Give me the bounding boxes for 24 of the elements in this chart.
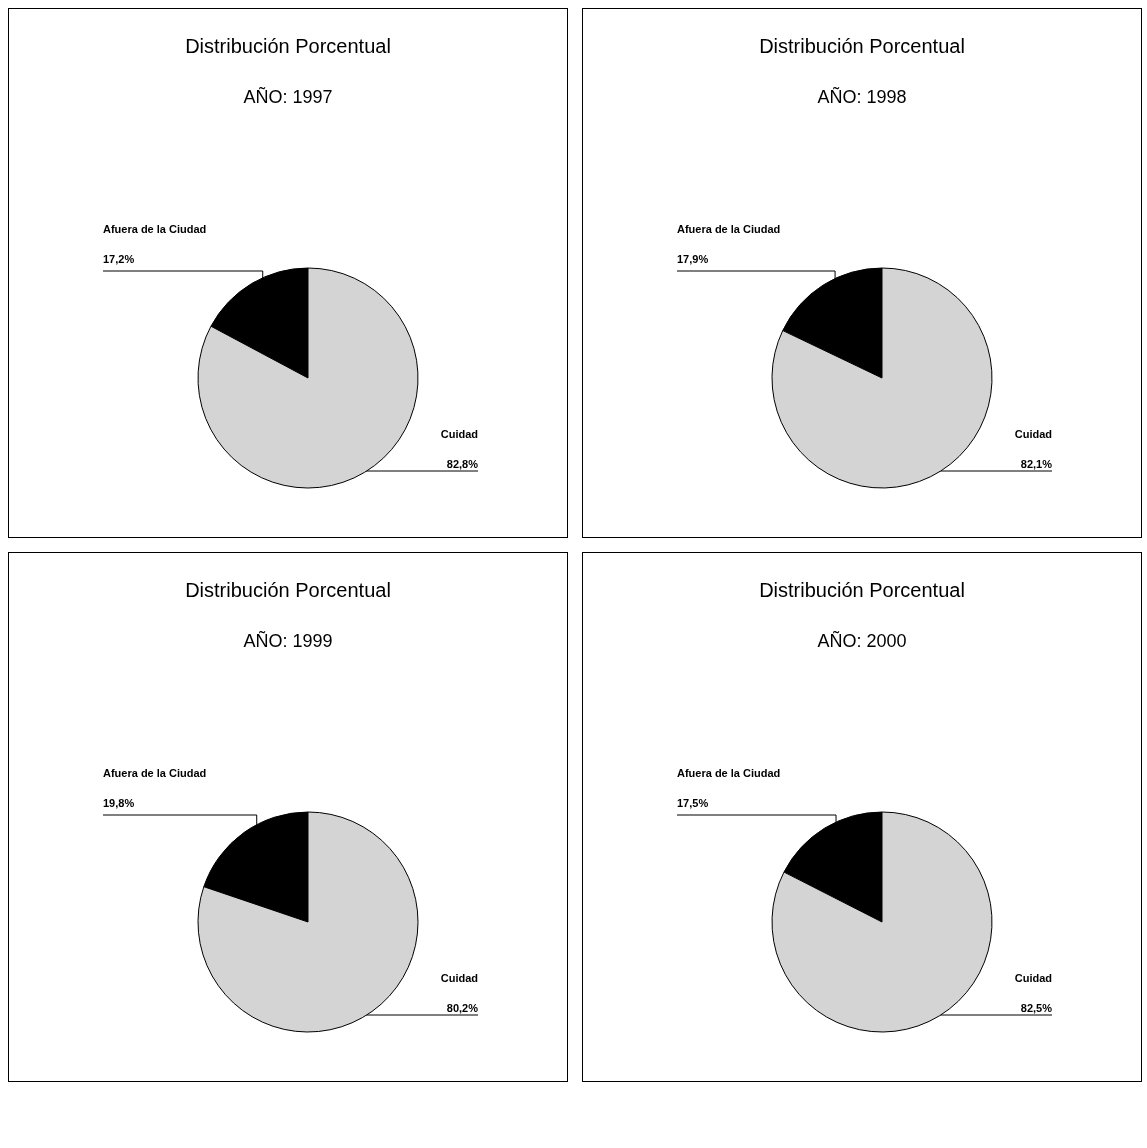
data-label: 19,8% [103,797,135,809]
chart-subtitle: AÑO: 2000 [817,630,907,651]
chart-subtitle: AÑO: 1998 [817,86,907,107]
chart-title: Distribución Porcentual [759,579,965,601]
slice-label: Afuera de la Ciudad [677,767,781,779]
chart-subtitle: AÑO: 1997 [243,86,333,107]
slice-label: Afuera de la Ciudad [103,767,207,779]
slice-label: Cuidad [1014,428,1052,440]
slice-label: Cuidad [1014,972,1052,984]
chart-subtitle: AÑO: 1999 [243,630,333,651]
chart-title: Distribución Porcentual [759,35,965,57]
data-label: 17,9% [677,253,709,265]
data-label: 82,5% [1020,1002,1053,1014]
slice-label: Afuera de la Ciudad [677,223,781,235]
data-label: 17,5% [677,797,709,809]
slice-label: Cuidad [440,428,478,440]
slice-label: Afuera de la Ciudad [103,223,207,235]
data-label: 82,1% [1020,458,1053,470]
data-label: 80,2% [446,1002,479,1014]
slice-label: Cuidad [440,972,478,984]
data-label: 17,2% [103,253,135,265]
chart-title: Distribución Porcentual [185,35,391,57]
chart-title: Distribución Porcentual [185,579,391,601]
data-label: 82,8% [446,458,479,470]
